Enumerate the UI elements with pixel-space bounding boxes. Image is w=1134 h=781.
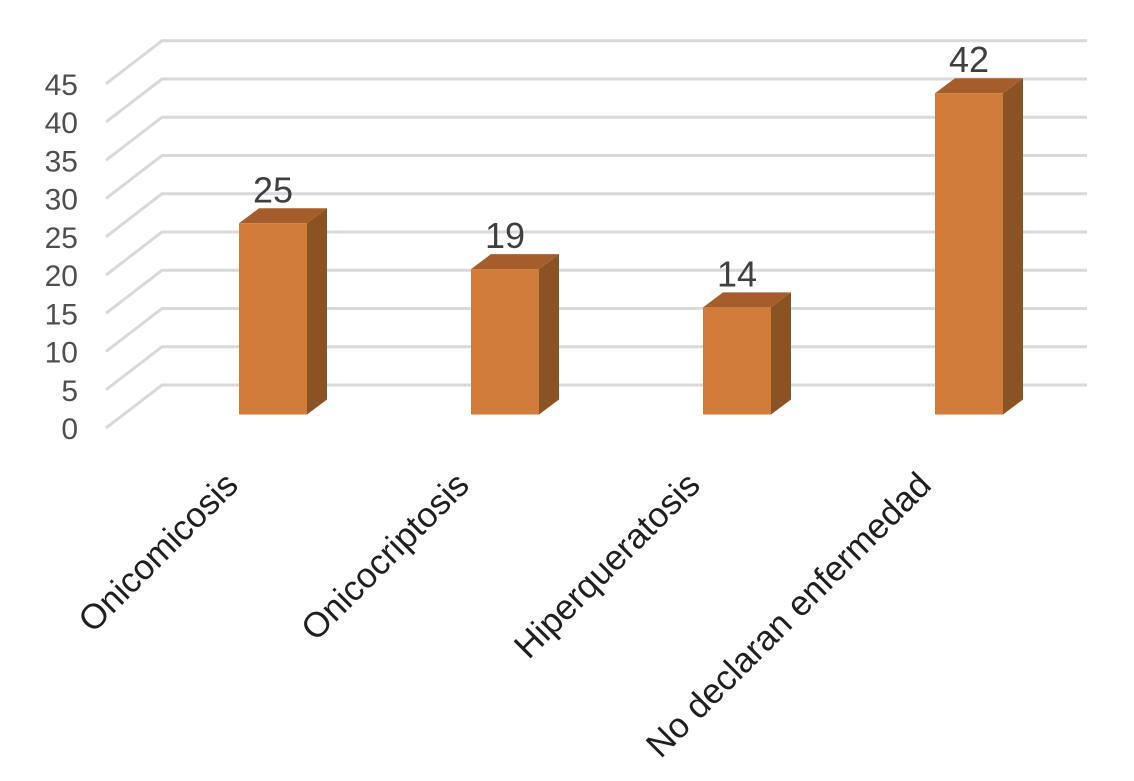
bar-side-face (307, 208, 327, 415)
bar-side-face (771, 292, 791, 415)
gridline-40 (105, 77, 1087, 124)
bar-front-face (935, 93, 1003, 415)
x-axis-category-label-onicocriptosis: Onicocriptosis (294, 465, 477, 648)
y-axis-tick-label-40: 40 (45, 107, 78, 140)
gridline-25 (105, 192, 1087, 238)
y-axis-tick-label-10: 10 (45, 337, 78, 370)
bar-front-face (239, 223, 307, 415)
bar-side-face (539, 254, 559, 415)
bar-top-face (471, 254, 559, 270)
gridline-45 (105, 39, 1087, 85)
data-label-hiperqueratosis: 14 (717, 253, 757, 294)
x-axis-category-label-onicomicosis: Onicomicosis (71, 465, 246, 640)
y-axis-tick-label-20: 20 (45, 260, 78, 293)
y-axis-tick-label-30: 30 (45, 184, 78, 217)
y-axis-tick-label-35: 35 (45, 145, 78, 178)
y-axis-tick-label-15: 15 (45, 298, 78, 331)
y-axis-tick-label-5: 5 (61, 375, 78, 408)
data-label-onicocriptosis: 19 (485, 215, 525, 256)
bar-top-face (239, 208, 327, 224)
y-axis-tick-label-25: 25 (45, 222, 78, 255)
gridline-20 (105, 230, 1087, 277)
data-label-no-declaran-enfermedad: 42 (949, 39, 989, 80)
bar-front-face (471, 269, 539, 415)
gridline-35 (105, 115, 1087, 162)
y-axis-tick-label-0: 0 (61, 413, 78, 446)
gridline-15 (105, 268, 1087, 315)
x-axis-category-label-hiperqueratosis: Hiperqueratosis (507, 465, 708, 666)
bar-top-face (703, 292, 791, 308)
bar-onicocriptosis (471, 254, 559, 415)
y-axis-tick-label-45: 45 (45, 69, 78, 102)
bar-side-face (1003, 78, 1023, 415)
bar-hiperqueratosis (703, 292, 791, 415)
bar-no-declaran-enfermedad (935, 78, 1023, 415)
bar-onicomicosis (239, 208, 327, 415)
bar-top-face (935, 78, 1023, 94)
bar-front-face (703, 307, 771, 415)
gridline-30 (105, 154, 1087, 200)
data-label-onicomicosis: 25 (253, 169, 293, 210)
